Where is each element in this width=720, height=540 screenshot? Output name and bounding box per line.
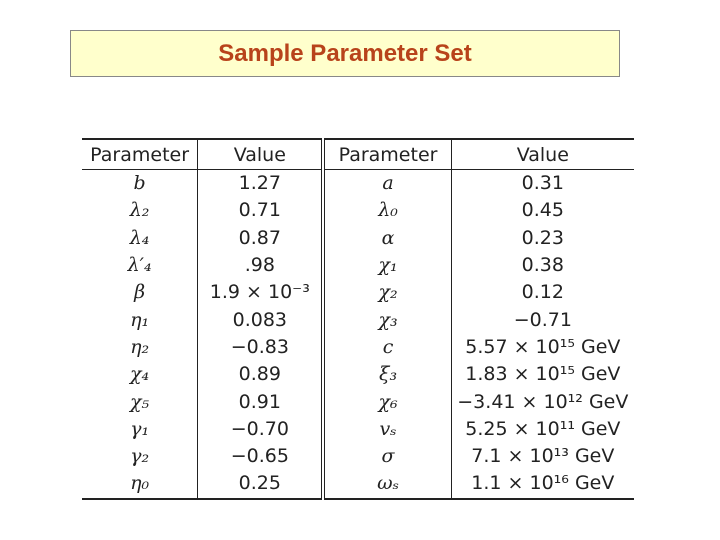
parameter-cell: σ [321, 442, 452, 471]
parameter-cell: β [82, 279, 199, 307]
value-cell: 1.83 × 10¹⁵ GeV [465, 363, 621, 386]
parameter-cell: λ₄ [82, 224, 199, 252]
value-cell: .98 [244, 254, 275, 277]
parameter-cell: λ₂ [82, 197, 199, 225]
table-row: λ₄ 0.87 α 0.23 [82, 224, 634, 252]
value-cell: 1.1 × 10¹⁶ GeV [471, 472, 615, 495]
value-cell: 0.12 [521, 281, 564, 304]
parameter-cell: γ₂ [82, 442, 199, 471]
parameter-cell: a [321, 169, 452, 198]
parameter-cell: λ′₄ [82, 251, 199, 280]
value-cell: 0.25 [238, 472, 281, 495]
value-cell: 0.71 [238, 199, 281, 222]
table-row: η₂ −0.83 c 5.57 × 10¹⁵ GeV [82, 333, 634, 362]
parameter-cell: η₁ [82, 306, 199, 334]
parameter-cell: λ₀ [321, 197, 452, 225]
value-cell: −3.41 × 10¹² GeV [457, 390, 629, 413]
column-header: Value [197, 139, 324, 170]
value-cell: 0.083 [232, 308, 288, 331]
value-cell: 1.9 × 10⁻³ [209, 281, 310, 304]
column-header: Parameter [82, 139, 199, 170]
table-row: η₁ 0.083 χ₃ −0.71 [82, 306, 634, 334]
parameter-cell: α [321, 224, 452, 252]
parameter-cell: χ₂ [321, 279, 452, 307]
value-cell: 0.23 [521, 226, 564, 249]
value-cell: −0.83 [230, 335, 289, 358]
parameter-cell: χ₃ [321, 306, 452, 334]
value-cell: 7.1 × 10¹³ GeV [471, 445, 615, 468]
value-cell: 0.45 [521, 199, 564, 222]
value-cell: 0.38 [521, 254, 564, 277]
table-row: γ₂ −0.65 σ 7.1 × 10¹³ GeV [82, 442, 634, 471]
column-header: Value [451, 139, 634, 170]
table-body: b 1.27 a 0.31 λ₂ 0.71 λ₀ 0.45 λ₄ 0.87 α 0.23 λ′₄ .98 χ… [82, 169, 634, 499]
parameter-cell: χ₆ [321, 388, 452, 416]
value-cell: 5.25 × 10¹¹ GeV [465, 417, 621, 440]
table-row: λ₂ 0.71 λ₀ 0.45 [82, 197, 634, 225]
parameter-cell: vₛ [321, 415, 452, 443]
value-cell: 5.57 × 10¹⁵ GeV [465, 335, 621, 358]
table-row: γ₁ −0.70 vₛ 5.25 × 10¹¹ GeV [82, 415, 634, 443]
value-cell: −0.70 [230, 417, 289, 440]
table-row: β 1.9 × 10⁻³ χ₂ 0.12 [82, 279, 634, 307]
header-row: Parameter Value Parameter Value [82, 139, 634, 170]
parameter-cell: b [82, 169, 199, 198]
table-row: η₀ 0.25 ωₛ 1.1 × 10¹⁶ GeV [82, 470, 634, 499]
title: Sample Parameter Set [218, 39, 472, 67]
parameter-cell: ωₛ [321, 470, 452, 499]
table-row: χ₅ 0.91 χ₆ −3.41 × 10¹² GeV [82, 388, 634, 416]
parameter-table: Parameter Value Parameter Value b 1.27 a 0.31 λ… [82, 138, 634, 500]
parameter-cell: η₂ [82, 333, 199, 362]
column-header: Parameter [321, 139, 452, 170]
table-row: b 1.27 a 0.31 [82, 169, 634, 198]
value-cell: −0.65 [230, 445, 289, 468]
parameter-cell: χ₁ [321, 251, 452, 280]
parameter-cell: χ₅ [82, 388, 199, 416]
parameter-cell: χ₄ [82, 361, 199, 389]
value-cell: −0.71 [513, 308, 572, 331]
title-box: Sample Parameter Set [70, 30, 620, 77]
parameter-cell: c [321, 333, 452, 362]
table-row: χ₄ 0.89 ξ₃ 1.83 × 10¹⁵ GeV [82, 361, 634, 389]
parameter-cell: η₀ [82, 470, 199, 499]
parameter-cell: γ₁ [82, 415, 199, 443]
table-row: λ′₄ .98 χ₁ 0.38 [82, 251, 634, 280]
value-cell: 1.27 [238, 172, 281, 195]
parameter-cell: ξ₃ [321, 361, 452, 389]
value-cell: 0.87 [238, 226, 281, 249]
value-cell: 0.31 [521, 172, 564, 195]
value-cell: 0.91 [238, 390, 281, 413]
value-cell: 0.89 [238, 363, 281, 386]
